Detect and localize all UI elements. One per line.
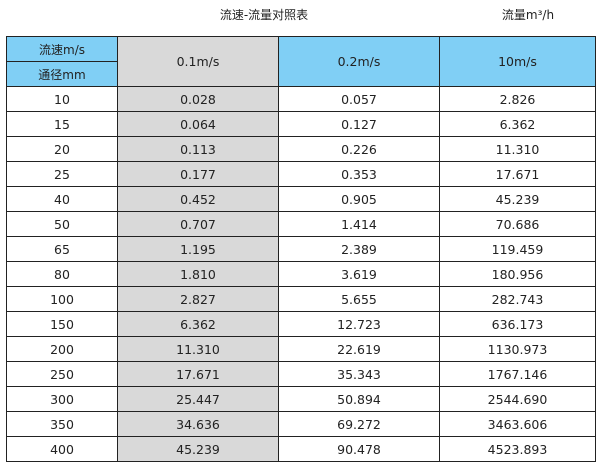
table-row: 20 0.113 0.226 11.310 [6,136,596,162]
flow-cell: 119.459 [439,236,596,262]
diameter-cell: 40 [6,186,118,212]
table-row: 80 1.810 3.619 180.956 [6,261,596,287]
flow-cell: 636.173 [439,311,596,337]
flow-cell: 70.686 [439,211,596,237]
flow-cell: 2.827 [117,286,279,312]
flow-cell: 22.619 [278,336,440,362]
diameter-cell: 150 [6,311,118,337]
diameter-cell: 300 [6,386,118,412]
diameter-cell: 65 [6,236,118,262]
flow-cell: 25.447 [117,386,279,412]
flow-cell: 90.478 [278,436,440,462]
flow-cell: 1.195 [117,236,279,262]
diameter-cell: 15 [6,111,118,137]
flow-cell: 1.810 [117,261,279,287]
column-header: 0.2m/s [278,36,440,87]
table-row: 40 0.452 0.905 45.239 [6,186,596,212]
flow-cell: 12.723 [278,311,440,337]
diameter-header: 通径mm [6,61,118,87]
diameter-cell: 250 [6,361,118,387]
flow-cell: 0.177 [117,161,279,187]
flow-cell: 2.826 [439,86,596,112]
column-header: 0.1m/s [117,36,279,87]
flow-cell: 50.894 [278,386,440,412]
diameter-cell: 20 [6,136,118,162]
flow-cell: 5.655 [278,286,440,312]
flow-cell: 35.343 [278,361,440,387]
header-row: 流速m/s 0.1m/s 0.2m/s 10m/s [6,36,596,87]
flow-cell: 1.414 [278,211,440,237]
flow-cell: 34.636 [117,411,279,437]
flow-cell: 0.353 [278,161,440,187]
table-row: 10 0.028 0.057 2.826 [6,86,596,112]
flow-cell: 6.362 [439,111,596,137]
flow-cell: 0.452 [117,186,279,212]
diameter-cell: 400 [6,436,118,462]
diameter-cell: 25 [6,161,118,187]
velocity-header: 流速m/s [6,36,118,62]
diameter-cell: 80 [6,261,118,287]
flow-cell: 180.956 [439,261,596,287]
flow-cell: 0.028 [117,86,279,112]
flow-cell: 6.362 [117,311,279,337]
flow-cell: 0.127 [278,111,440,137]
flow-cell: 3463.606 [439,411,596,437]
flow-cell: 0.064 [117,111,279,137]
table-row: 200 11.310 22.619 1130.973 [6,336,596,362]
table-title: 流速-流量对照表 [219,8,309,22]
flow-cell: 3.619 [278,261,440,287]
flow-cell: 1130.973 [439,336,596,362]
flow-cell: 0.113 [117,136,279,162]
table-row: 250 17.671 35.343 1767.146 [6,361,596,387]
diameter-cell: 350 [6,411,118,437]
diameter-cell: 100 [6,286,118,312]
table-row: 50 0.707 1.414 70.686 [6,211,596,237]
flow-cell: 1767.146 [439,361,596,387]
flow-cell: 0.057 [278,86,440,112]
flow-cell: 17.671 [439,161,596,187]
flow-cell: 2544.690 [439,386,596,412]
flow-cell: 2.389 [278,236,440,262]
flow-cell: 45.239 [439,186,596,212]
flow-cell: 11.310 [439,136,596,162]
table-row: 100 2.827 5.655 282.743 [6,286,596,312]
flow-cell: 11.310 [117,336,279,362]
column-header: 10m/s [439,36,596,87]
flow-cell: 0.226 [278,136,440,162]
table-row: 15 0.064 0.127 6.362 [6,111,596,137]
flow-cell: 45.239 [117,436,279,462]
flow-unit-label: 流量m³/h [501,8,555,22]
table-row: 350 34.636 69.272 3463.606 [6,411,596,437]
velocity-flow-table: 流速m/s 0.1m/s 0.2m/s 10m/s 通径mm 10 0.028 0.… [6,36,596,462]
flow-cell: 17.671 [117,361,279,387]
table-row: 300 25.447 50.894 2544.690 [6,386,596,412]
diameter-cell: 50 [6,211,118,237]
header-row: 通径mm [6,61,596,87]
table-row: 65 1.195 2.389 119.459 [6,236,596,262]
table-row: 25 0.177 0.353 17.671 [6,161,596,187]
flow-cell: 4523.893 [439,436,596,462]
diameter-cell: 200 [6,336,118,362]
flow-cell: 0.905 [278,186,440,212]
table-row: 150 6.362 12.723 636.173 [6,311,596,337]
flow-cell: 0.707 [117,211,279,237]
table-row: 400 45.239 90.478 4523.893 [6,436,596,462]
flow-cell: 69.272 [278,411,440,437]
diameter-cell: 10 [6,86,118,112]
flow-cell: 282.743 [439,286,596,312]
